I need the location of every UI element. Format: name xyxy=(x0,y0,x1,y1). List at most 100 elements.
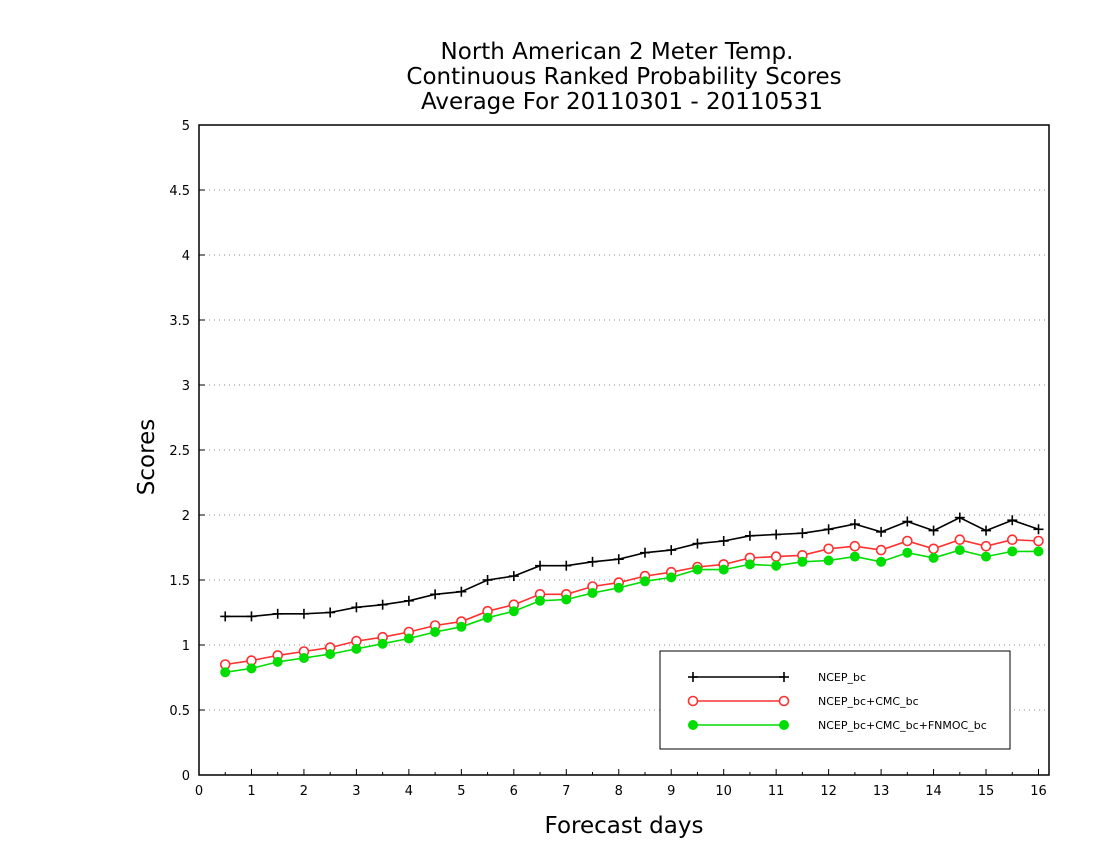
data-point xyxy=(1007,515,1018,526)
data-point xyxy=(613,582,624,593)
data-point xyxy=(718,564,729,575)
data-point xyxy=(928,552,939,563)
data-point xyxy=(430,589,441,600)
data-point xyxy=(587,556,598,567)
y-tick-label: 0 xyxy=(182,769,190,784)
data-point xyxy=(298,608,309,619)
data-point xyxy=(220,611,231,622)
data-point xyxy=(666,545,677,556)
data-point xyxy=(744,559,755,570)
data-point xyxy=(246,611,257,622)
y-tick-label: 0.5 xyxy=(169,704,190,719)
data-point xyxy=(587,588,598,598)
x-tick-label: 8 xyxy=(615,784,623,799)
x-tick-label: 1 xyxy=(247,784,255,799)
data-point xyxy=(744,530,755,541)
data-point xyxy=(351,602,362,613)
data-point xyxy=(875,544,887,556)
data-point xyxy=(535,560,546,571)
y-axis-ticks: 0 0.5 1 1.5 2 2.5 3 3.5 4 4.5 5 xyxy=(169,119,205,784)
x-tick-label: 6 xyxy=(510,784,518,799)
data-point xyxy=(272,656,283,667)
data-point xyxy=(403,595,414,606)
x-tick-label: 16 xyxy=(1030,784,1047,799)
data-point xyxy=(981,525,992,536)
data-point xyxy=(482,575,493,585)
x-tick-label: 13 xyxy=(873,784,890,799)
legend-marker xyxy=(779,720,789,730)
legend-marker xyxy=(779,672,789,682)
data-point xyxy=(482,612,493,623)
data-point xyxy=(298,653,309,663)
data-point xyxy=(456,621,467,632)
data-point xyxy=(1007,546,1018,557)
series-line-2 xyxy=(225,538,1039,666)
legend-label: NCEP_bc+CMC_bc xyxy=(818,695,919,708)
x-tick-label: 15 xyxy=(978,784,995,799)
data-point xyxy=(902,516,913,527)
data-point xyxy=(902,535,913,547)
x-tick-label: 9 xyxy=(667,784,675,799)
x-tick-label: 5 xyxy=(457,784,465,799)
data-point xyxy=(561,560,572,571)
x-tick-label: 14 xyxy=(925,784,942,799)
x-tick-label: 11 xyxy=(768,784,785,799)
data-point xyxy=(325,607,336,618)
data-point xyxy=(954,545,965,556)
legend-marker xyxy=(687,695,699,707)
data-point xyxy=(797,528,808,539)
data-point xyxy=(981,551,992,562)
data-point xyxy=(692,538,703,549)
legend-marker xyxy=(688,720,698,730)
chart-title-line-2: Continuous Ranked Probability Scores xyxy=(406,64,841,90)
x-axis-label: Forecast days xyxy=(545,813,704,839)
data-point xyxy=(1033,546,1044,557)
data-point xyxy=(902,547,913,558)
chart-title: North American 2 Meter Temp. Continuous … xyxy=(406,39,841,115)
y-tick-label: 3 xyxy=(182,379,190,394)
y-axis-label: Scores xyxy=(134,419,160,495)
data-point xyxy=(456,586,467,597)
data-point xyxy=(351,643,362,654)
data-point xyxy=(561,594,572,605)
data-point xyxy=(535,595,546,606)
y-tick-label: 1.5 xyxy=(169,574,190,589)
data-point xyxy=(823,524,834,535)
legend-marker xyxy=(688,672,698,682)
data-point xyxy=(666,572,677,583)
data-point xyxy=(220,667,231,678)
chart-title-line-1: North American 2 Meter Temp. xyxy=(441,39,794,65)
series-line-1 xyxy=(225,516,1039,618)
data-point xyxy=(1033,524,1044,535)
data-point xyxy=(876,556,887,567)
data-point xyxy=(272,608,283,619)
data-point xyxy=(954,534,966,546)
x-tick-label: 7 xyxy=(562,784,570,799)
data-point xyxy=(639,576,650,587)
data-point xyxy=(639,547,650,558)
data-point xyxy=(718,536,729,546)
x-tick-label: 2 xyxy=(300,784,308,799)
data-point xyxy=(1033,535,1044,547)
data-point xyxy=(246,663,257,674)
series-markers xyxy=(219,512,1044,678)
y-tick-label: 4 xyxy=(182,249,190,264)
data-point xyxy=(325,649,336,660)
y-tick-label: 3.5 xyxy=(169,314,190,329)
x-tick-label: 4 xyxy=(405,784,413,799)
data-point xyxy=(980,540,992,552)
chart-title-line-3: Average For 20110301 - 20110531 xyxy=(421,89,823,115)
data-point xyxy=(928,525,939,536)
legend-marker xyxy=(778,695,790,707)
data-point xyxy=(823,543,834,555)
data-point xyxy=(849,519,860,530)
data-point xyxy=(1006,534,1018,546)
data-point xyxy=(771,560,782,571)
y-tick-label: 5 xyxy=(182,119,190,134)
legend: NCEP_bc NCEP_bc+CMC_bc NCEP_bc+CMC_bc+FNMO… xyxy=(659,650,1011,750)
legend-label: NCEP_bc xyxy=(818,671,866,684)
legend-box xyxy=(659,650,1011,750)
y-tick-label: 2.5 xyxy=(169,444,190,459)
legend-label: NCEP_bc+CMC_bc+FNMOC_bc xyxy=(818,719,987,732)
